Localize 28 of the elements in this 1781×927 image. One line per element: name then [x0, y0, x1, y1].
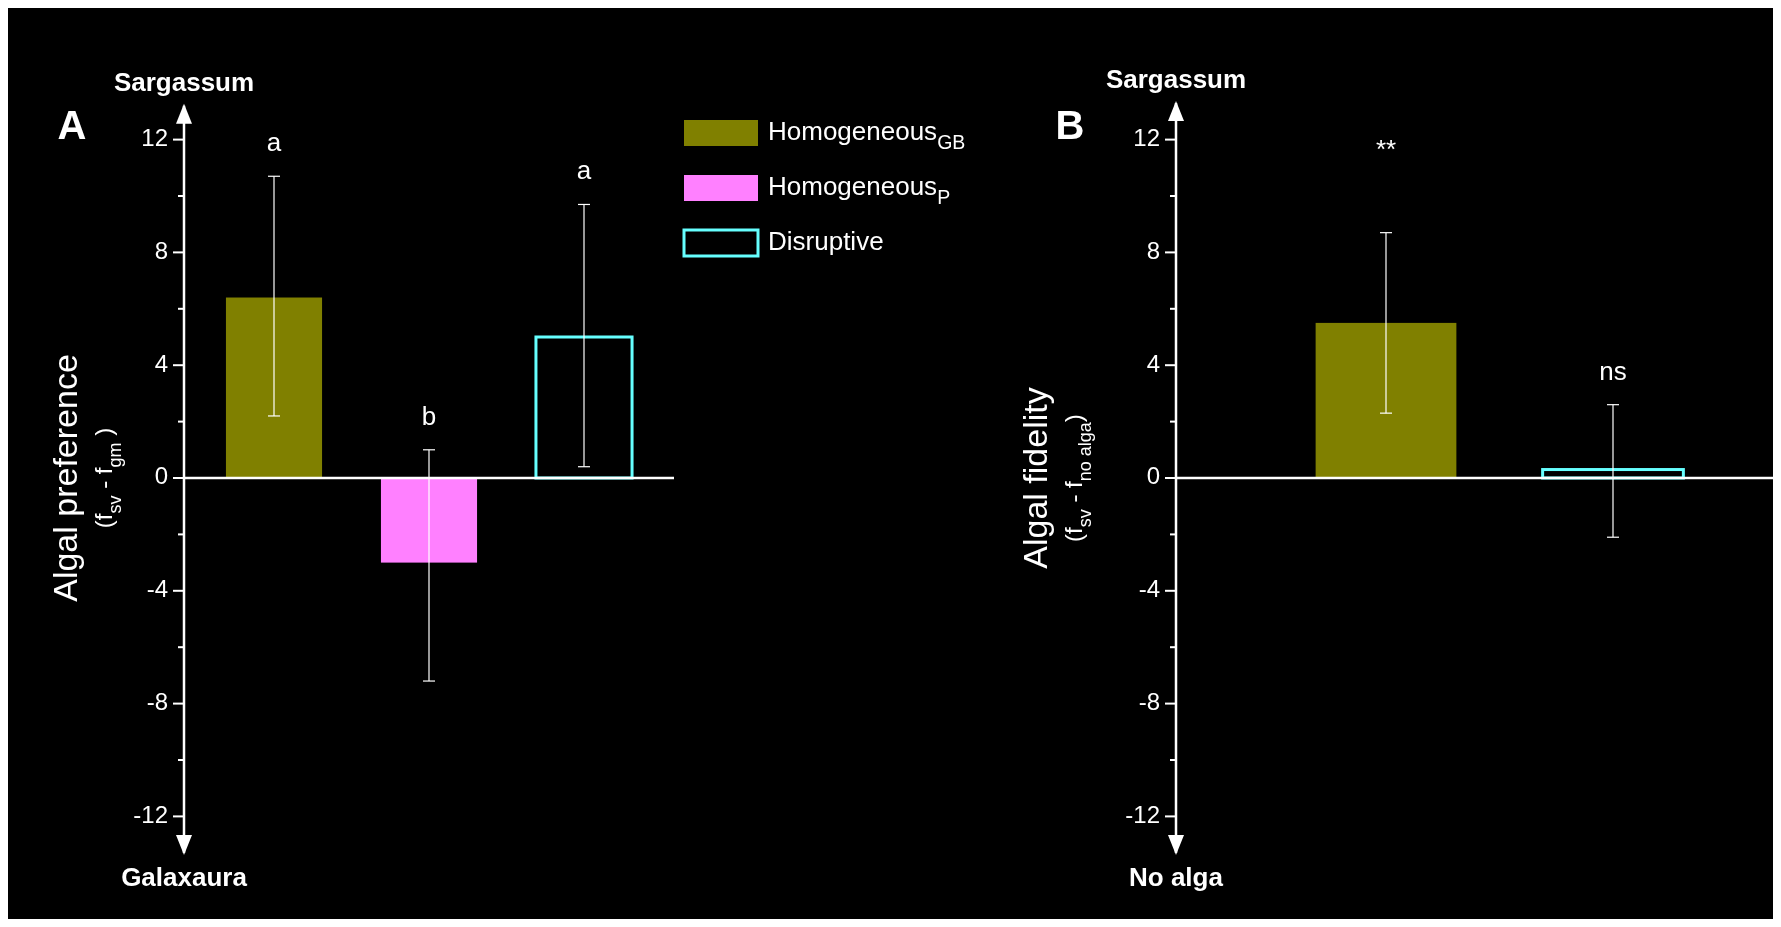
annotation: **	[1375, 133, 1397, 164]
text: Sargassum	[1105, 63, 1247, 94]
y-tick-label: 0	[1146, 462, 1160, 490]
y-tick-label: -12	[1125, 800, 1160, 828]
legend-label: Homogeneous$_{GB}$	[768, 115, 966, 154]
y-tick-label: -4	[146, 575, 168, 603]
y-tick-label: -8	[1138, 687, 1160, 715]
y-tick-label: 12	[1133, 123, 1160, 151]
y-tick-label: -8	[146, 687, 168, 715]
annotation: ns	[1599, 355, 1627, 386]
legend-label: Homogeneous$_{P}$	[768, 170, 951, 209]
annotation: a	[266, 127, 282, 158]
y-tick-label: 12	[141, 123, 168, 151]
y-tick-label: -12	[133, 800, 168, 828]
text: Sargassum	[113, 66, 255, 97]
y-tick-label: 4	[154, 349, 168, 377]
y-tick-label: 0	[154, 462, 168, 490]
text: Galaxaura	[121, 861, 248, 892]
y-tick-label: 8	[1146, 236, 1160, 264]
chart-title: A	[57, 102, 87, 147]
annotation: b	[421, 400, 437, 431]
annotation: a	[576, 155, 592, 186]
y-tick-label: 4	[1146, 349, 1160, 377]
legend-label: Disruptive	[768, 225, 884, 256]
chart-title: B	[1055, 102, 1085, 147]
y-tick-label: -4	[1138, 575, 1160, 603]
text: No alga	[1129, 861, 1224, 892]
y-tick-label: 8	[154, 236, 168, 264]
